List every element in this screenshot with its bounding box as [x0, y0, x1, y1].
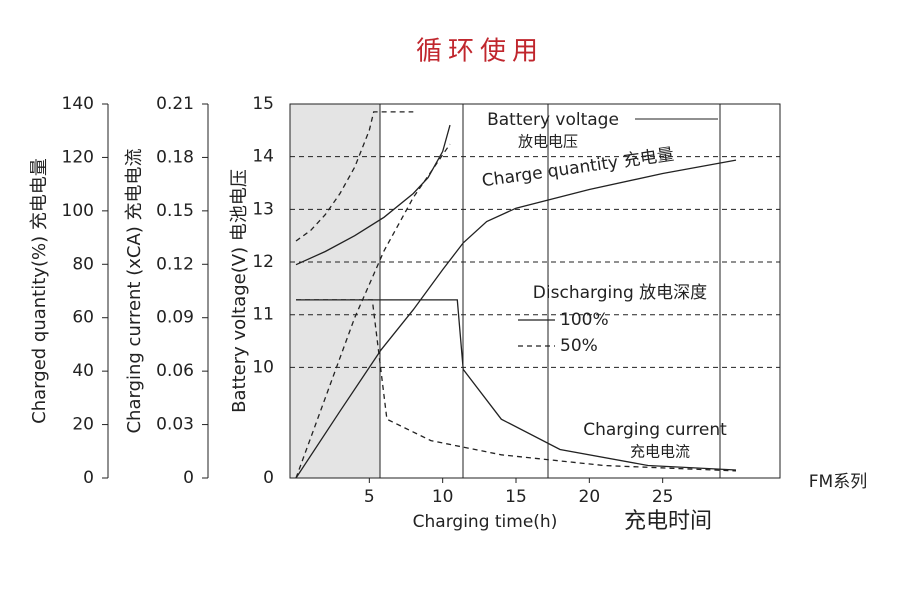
legend-title: Discharging 放电深度 — [533, 283, 707, 303]
x-tick-label: 15 — [505, 487, 527, 507]
curve — [295, 143, 451, 479]
y-tick-label: 40 — [72, 361, 94, 381]
annotation: 放电电压 — [518, 133, 578, 151]
annotation: Battery voltage — [487, 110, 619, 130]
legend-label: 100% — [560, 310, 609, 330]
curve — [295, 159, 737, 479]
y-tick-label: 11 — [252, 305, 274, 325]
annotation: Charging current — [583, 420, 727, 440]
y-tick-label: 13 — [252, 199, 274, 219]
series-note: FM系列 — [809, 472, 867, 492]
annotation: Charge quantity 充电量 — [481, 145, 676, 192]
shaded-region — [290, 104, 380, 478]
x-axis-label: Charging time(h) — [413, 512, 558, 532]
legend-label: 50% — [560, 336, 598, 356]
curve — [295, 111, 414, 242]
y-tick-label: 10 — [252, 357, 274, 377]
curve — [295, 124, 451, 266]
y-tick-label: 0.21 — [156, 94, 194, 114]
y-tick-label: 0 — [83, 468, 94, 488]
y-tick-label: 140 — [62, 94, 94, 114]
x-tick-label: 10 — [432, 487, 454, 507]
annotation: 充电电流 — [630, 443, 690, 461]
y-axis-label: Charged quantity(%) 充电电量 — [29, 158, 50, 424]
y-tick-label: 12 — [252, 252, 274, 272]
y-tick-label: 0 — [183, 468, 194, 488]
y-tick-label: 15 — [252, 94, 274, 114]
x-tick-label: 25 — [652, 487, 674, 507]
y-tick-label: 0.06 — [156, 361, 194, 381]
x-tick-label: 5 — [364, 487, 375, 507]
y-tick-label: 20 — [72, 415, 94, 435]
y-tick-label: 0.03 — [156, 415, 194, 435]
x-tick-label: 20 — [579, 487, 601, 507]
y-tick-label: 14 — [252, 147, 274, 167]
y-tick-label: 0.12 — [156, 254, 194, 274]
y-tick-label: 0.09 — [156, 308, 194, 328]
curve — [296, 299, 737, 472]
x-axis-label: 充电时间 — [624, 509, 712, 534]
y-tick-label: 60 — [72, 308, 94, 328]
y-tick-label: 0 — [263, 468, 274, 488]
plot-frame — [289, 103, 781, 479]
chart-title: 循环使用 — [416, 37, 544, 67]
y-tick-label: 0.15 — [156, 201, 194, 221]
y-tick-label: 100 — [62, 201, 94, 221]
y-axis-label: Battery voltage(V) 电池电压 — [229, 169, 250, 413]
y-tick-label: 120 — [62, 147, 94, 167]
curve — [296, 299, 737, 471]
y-tick-label: 0.18 — [156, 147, 194, 167]
y-axis-label: Charging current (xCA) 充电电流 — [124, 148, 145, 433]
y-tick-label: 80 — [72, 254, 94, 274]
